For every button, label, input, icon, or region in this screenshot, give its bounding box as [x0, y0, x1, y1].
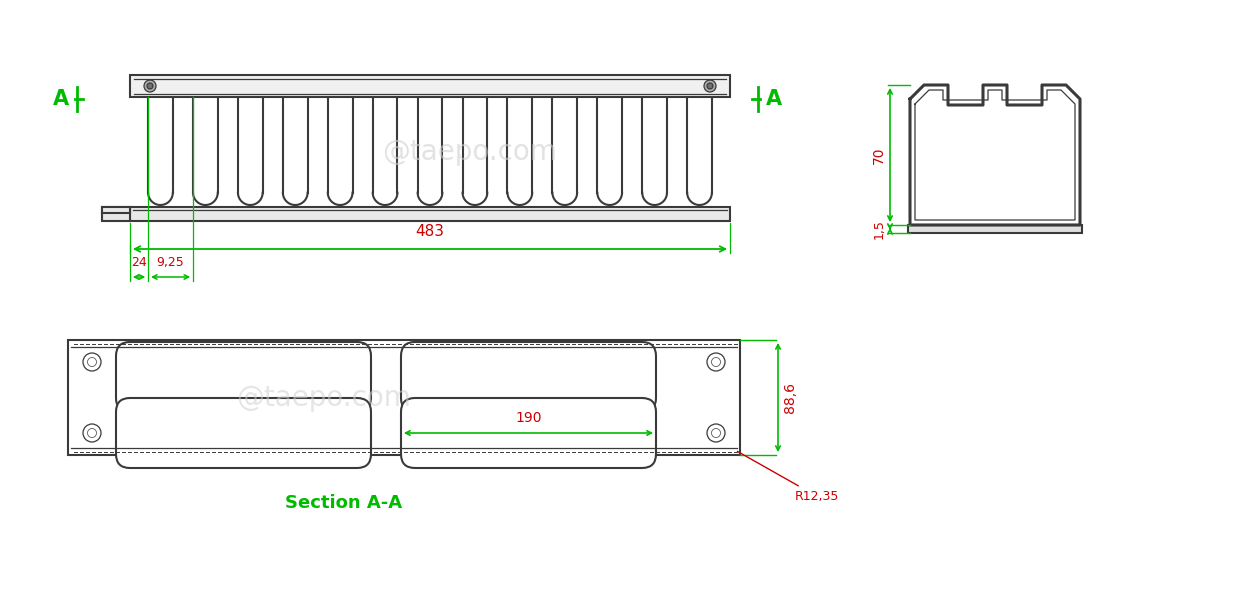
Circle shape: [84, 353, 101, 371]
Text: A: A: [766, 89, 782, 109]
FancyBboxPatch shape: [402, 342, 656, 412]
Circle shape: [143, 80, 156, 92]
Circle shape: [707, 424, 725, 442]
Text: R12,35: R12,35: [737, 451, 839, 503]
Bar: [130, 75, 729, 97]
FancyBboxPatch shape: [116, 342, 372, 412]
Circle shape: [87, 428, 96, 437]
Circle shape: [712, 357, 721, 367]
Text: A: A: [52, 89, 69, 109]
Circle shape: [147, 83, 153, 89]
Text: @taepo.com: @taepo.com: [383, 138, 557, 166]
Text: 190: 190: [515, 411, 541, 425]
Text: 24: 24: [131, 256, 147, 269]
Circle shape: [707, 353, 725, 371]
Text: 70: 70: [872, 146, 887, 163]
Text: 9,25: 9,25: [157, 256, 185, 269]
Circle shape: [707, 83, 713, 89]
Circle shape: [712, 428, 721, 437]
Text: Section A-A: Section A-A: [286, 494, 403, 512]
Bar: [908, 225, 1082, 233]
Text: 1,5: 1,5: [873, 219, 887, 239]
Circle shape: [705, 80, 716, 92]
Bar: [130, 207, 729, 221]
Circle shape: [87, 357, 96, 367]
FancyBboxPatch shape: [402, 398, 656, 468]
Bar: [102, 207, 130, 213]
Bar: [69, 340, 739, 455]
Bar: [102, 207, 130, 221]
Text: @taepo.com: @taepo.com: [237, 384, 412, 412]
Circle shape: [84, 424, 101, 442]
FancyBboxPatch shape: [116, 398, 372, 468]
Text: 483: 483: [415, 224, 444, 239]
Text: 88,6: 88,6: [783, 382, 797, 413]
